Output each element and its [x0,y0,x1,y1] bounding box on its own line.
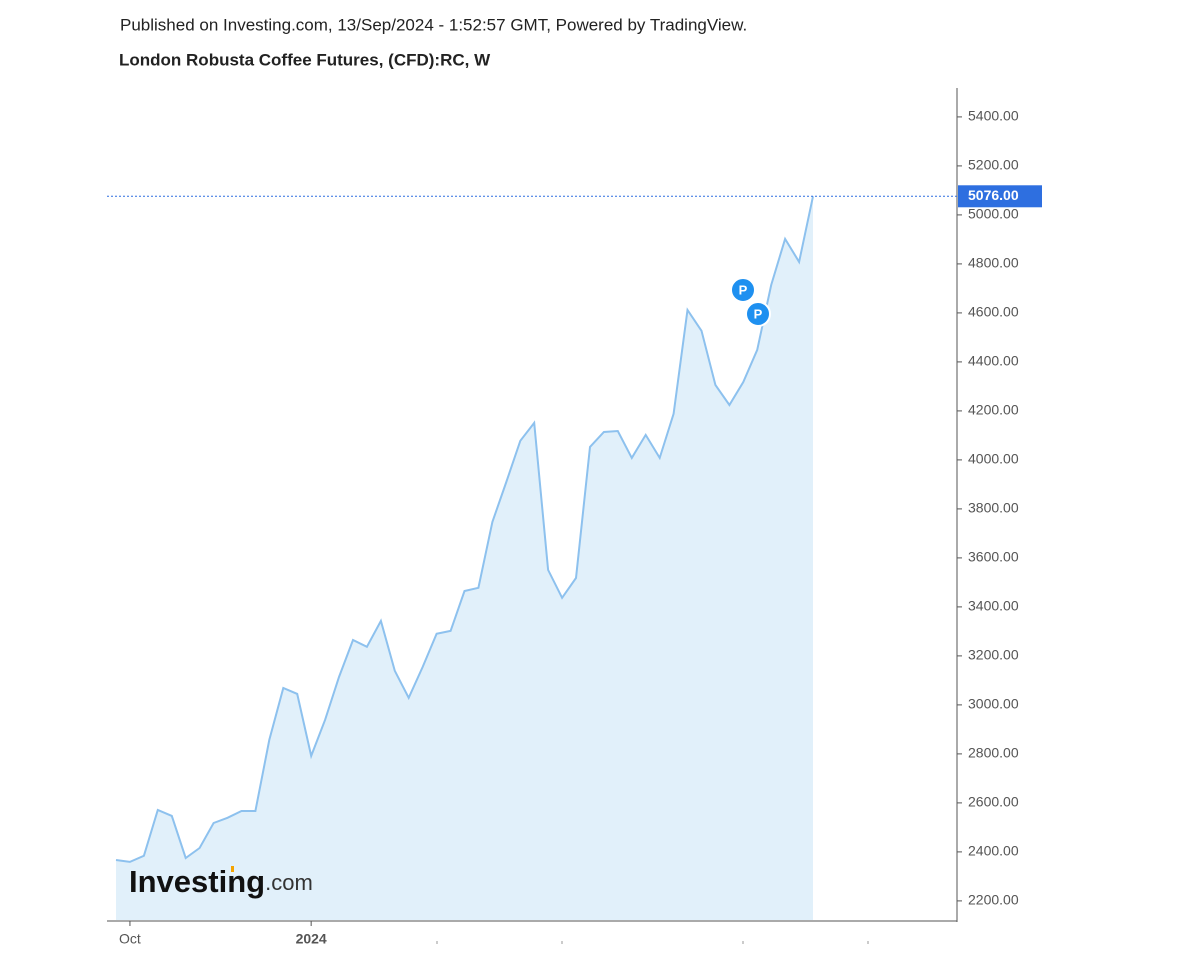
y-tick-label: 2800.00 [968,745,1019,761]
y-tick-label: 5400.00 [968,108,1019,124]
last-price-box [958,185,1042,208]
y-tick-label: 3400.00 [968,598,1019,614]
y-tick-label: 4400.00 [968,353,1019,369]
y-tick-label: 3200.00 [968,647,1019,663]
y-tick-label: 3600.00 [968,549,1019,565]
y-tick-label: 2200.00 [968,892,1019,908]
price-line [115,196,814,863]
y-tick-label: 5000.00 [968,206,1019,222]
p-marker [745,301,771,327]
p-marker [730,277,756,303]
p-marker-label: P [739,282,748,297]
logo-main: Investing [129,864,265,899]
y-tick-label: 4000.00 [968,451,1019,467]
logo-suffix: .com [265,870,313,895]
y-tick-label: 2600.00 [968,794,1019,810]
y-tick-label: 4600.00 [968,304,1019,320]
minor-ticks [436,941,869,944]
logo-accent [231,866,234,872]
y-tick-label: 3800.00 [968,500,1019,516]
x-tick-label: Oct [119,931,141,947]
logo: Investing.com [129,864,313,899]
area-fill [116,196,813,921]
y-tick-label: 4200.00 [968,402,1019,418]
published-note: Published on Investing.com, 13/Sep/2024 … [120,15,747,34]
last-price-label: 5076.00 [968,187,1019,203]
y-tick-label: 5200.00 [968,157,1019,173]
y-tick-label: 4800.00 [968,255,1019,271]
x-tick-label: 2024 [296,931,327,947]
y-tick-label: 2400.00 [968,843,1019,859]
y-tick-label: 3000.00 [968,696,1019,712]
p-marker-label: P [754,306,763,321]
chart-title: London Robusta Coffee Futures, (CFD):RC,… [119,50,491,69]
